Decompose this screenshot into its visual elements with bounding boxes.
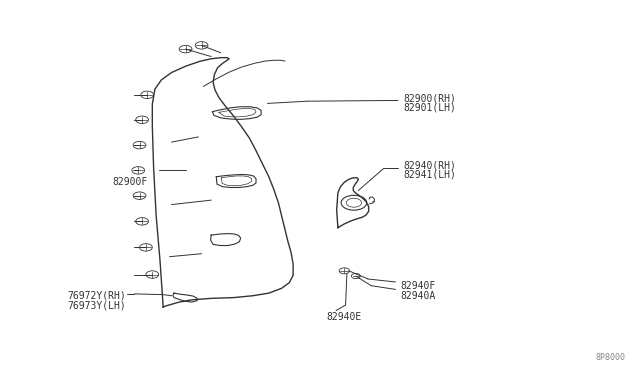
- Text: 82940F: 82940F: [400, 282, 435, 291]
- Text: 82901(LH): 82901(LH): [403, 103, 456, 113]
- Text: 82900(RH): 82900(RH): [403, 94, 456, 103]
- Text: 82940(RH): 82940(RH): [403, 161, 456, 170]
- Text: 82940E: 82940E: [326, 312, 362, 322]
- Text: 82900F: 82900F: [112, 177, 147, 187]
- Text: 82941(LH): 82941(LH): [403, 170, 456, 180]
- Text: 76973Y(LH): 76973Y(LH): [67, 300, 126, 310]
- Text: 82940A: 82940A: [400, 291, 435, 301]
- Text: 76972Y(RH): 76972Y(RH): [67, 291, 126, 301]
- Text: 8P8000: 8P8000: [596, 353, 626, 362]
